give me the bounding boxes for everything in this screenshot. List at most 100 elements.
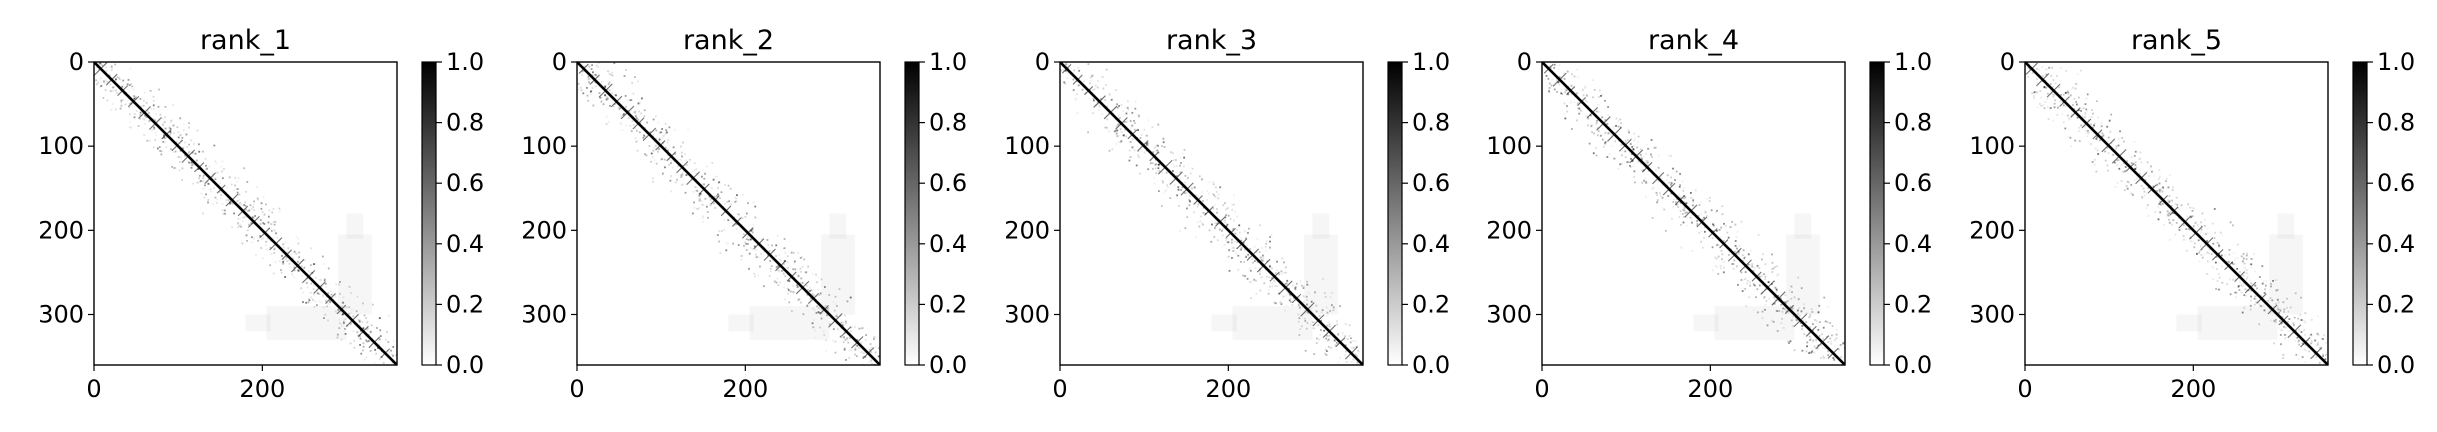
- contact-cell: [817, 276, 820, 279]
- contact-cell: [834, 303, 837, 305]
- contact-cell: [864, 339, 867, 341]
- contact-cell: [1119, 141, 1122, 144]
- contact-cell: [1098, 109, 1101, 111]
- contact-cell: [846, 338, 849, 341]
- contact-cell: [2288, 318, 2291, 320]
- contact-cell: [668, 163, 670, 166]
- contact-cell: [2140, 184, 2143, 187]
- contact-cell: [2106, 146, 2109, 149]
- contact-cell: [120, 99, 123, 102]
- contact-cell: [595, 73, 597, 76]
- contact-cell: [2221, 233, 2224, 236]
- contact-cell: [1087, 131, 1090, 134]
- contact-cell: [1630, 158, 1632, 160]
- contact-cell: [2126, 180, 2129, 183]
- contact-cell: [265, 203, 267, 206]
- contact-cell: [1208, 181, 1211, 184]
- contact-cell: [1675, 201, 1677, 204]
- contact-cell: [242, 216, 245, 219]
- contact-cell: [1632, 148, 1635, 151]
- contact-cell: [298, 256, 301, 259]
- contact-cell: [1117, 134, 1120, 137]
- contact-cell: [1160, 164, 1163, 167]
- contact-cell: [1823, 296, 1826, 299]
- contact-cell: [2303, 320, 2306, 323]
- contact-cell: [323, 306, 325, 309]
- contact-block: [1786, 235, 1820, 315]
- contact-cell: [2147, 215, 2150, 217]
- contact-cell: [326, 305, 328, 308]
- contact-cell: [734, 223, 737, 226]
- contact-cell: [325, 302, 328, 305]
- contact-cell: [1214, 195, 1217, 198]
- contact-cell: [701, 215, 704, 218]
- y-tick-label: 100: [1004, 132, 1050, 160]
- contact-cell: [1661, 196, 1664, 199]
- contact-cell: [1752, 282, 1755, 285]
- contact-cell: [1788, 340, 1791, 343]
- contact-cell: [1334, 344, 1337, 347]
- contact-cell: [2236, 257, 2239, 259]
- contact-cell: [1285, 282, 1288, 285]
- contact-cell: [2309, 334, 2311, 337]
- contact-cell: [1712, 223, 1714, 226]
- contact-cell: [2136, 177, 2139, 180]
- contact-cell: [1221, 229, 1223, 232]
- contact-cell: [1337, 332, 1340, 334]
- contact-cell: [343, 318, 346, 321]
- contact-cell: [1118, 141, 1120, 143]
- contact-cell: [1247, 227, 1250, 230]
- contact-cell: [1579, 109, 1582, 112]
- contact-cell: [188, 126, 191, 129]
- y-tick-label: 100: [1969, 132, 2015, 160]
- contact-cell: [2206, 251, 2209, 254]
- contact-cell: [1738, 244, 1741, 247]
- contact-cell: [259, 235, 262, 237]
- contact-cell: [156, 147, 159, 150]
- contact-cell: [693, 170, 696, 173]
- contact-cell: [1766, 324, 1769, 327]
- contact-cell: [1218, 228, 1221, 231]
- contact-cell: [214, 196, 217, 199]
- contact-cell: [1321, 325, 1323, 328]
- contact-cell: [1157, 123, 1160, 126]
- contact-cell: [1328, 325, 1331, 328]
- contact-cell: [2244, 294, 2247, 297]
- contact-cell: [154, 131, 157, 134]
- contact-cell: [119, 107, 122, 110]
- contact-cell: [597, 62, 600, 64]
- contact-cell: [254, 215, 256, 217]
- contact-cell: [2226, 260, 2229, 262]
- contact-cell: [2187, 227, 2189, 230]
- contact-cell: [621, 129, 624, 131]
- contact-cell: [2300, 346, 2303, 349]
- contact-cell: [1606, 120, 1609, 122]
- contact-cell: [1184, 181, 1187, 184]
- contact-cell: [595, 64, 598, 67]
- x-tick-label: 0: [1534, 375, 1549, 403]
- contact-cell: [174, 150, 177, 153]
- contact-cell: [1313, 353, 1316, 355]
- contact-cell: [2045, 87, 2048, 89]
- contact-cell: [229, 202, 231, 205]
- contact-cell: [783, 238, 786, 240]
- contact-cell: [754, 216, 757, 219]
- contact-cell: [699, 193, 702, 195]
- contact-cell: [2095, 100, 2098, 103]
- contact-cell: [1215, 190, 1218, 193]
- contact-cell: [1201, 222, 1204, 225]
- contact-cell: [652, 118, 655, 121]
- contact-cell: [812, 319, 815, 321]
- contact-cell: [1145, 143, 1148, 146]
- contact-cell: [1563, 78, 1566, 80]
- contact-cell: [342, 320, 345, 323]
- contact-cell: [1134, 149, 1137, 152]
- contact-block: [830, 214, 847, 239]
- contact-cell: [1797, 309, 1799, 312]
- contact-cell: [789, 290, 792, 293]
- contact-cell: [1116, 106, 1119, 109]
- contact-cell: [253, 209, 256, 212]
- contact-cell: [627, 99, 630, 102]
- contact-cell: [1264, 245, 1267, 248]
- contact-cell: [1213, 227, 1216, 230]
